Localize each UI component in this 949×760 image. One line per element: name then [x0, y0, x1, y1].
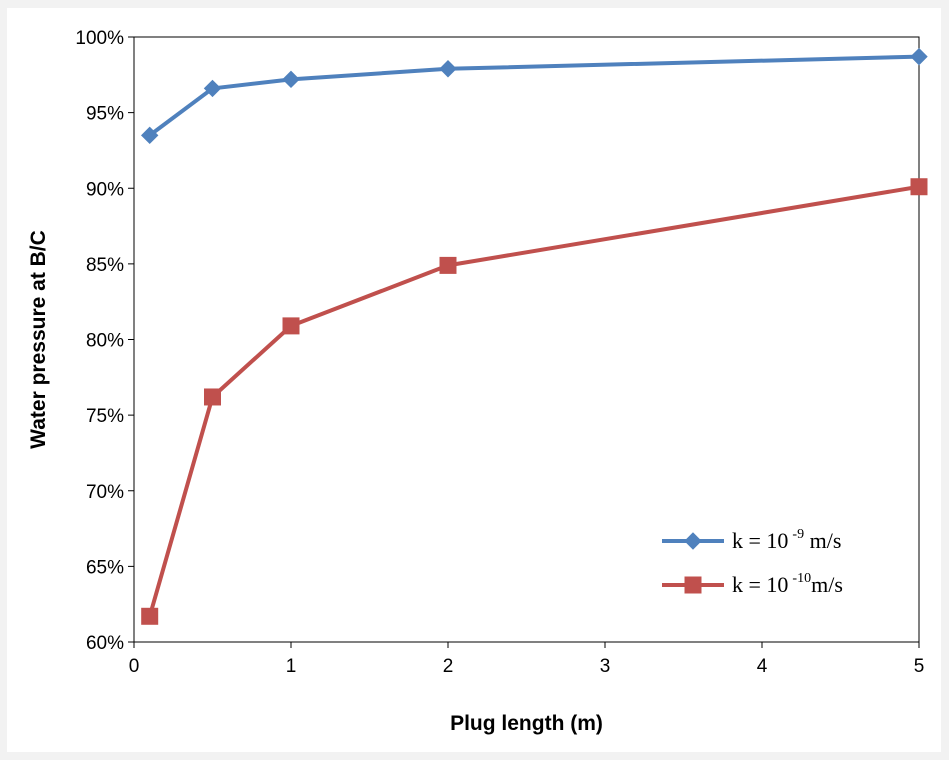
x-tick-label: 4 [757, 656, 768, 677]
data-point [910, 47, 928, 66]
data-point [910, 178, 928, 196]
plot-area [133, 36, 920, 643]
y-tick-label: 70% [86, 482, 124, 503]
line-chart: 60% 65% 70% 75% 80% 85% 90% 95% 100% 0 1 2 3 4 5 Plug… [27, 28, 928, 735]
legend-marker [684, 532, 702, 550]
y-tick-label: 100% [75, 28, 124, 49]
x-tick-label: 2 [443, 656, 454, 677]
legend-item: k = 10 -9 m/s [662, 527, 841, 553]
y-tick-label: 95% [86, 104, 124, 125]
y-axis: 60% 65% 70% 75% 80% 85% 90% 95% 100% [75, 28, 134, 654]
chart-container: 60% 65% 70% 75% 80% 85% 90% 95% 100% 0 1 2 3 4 5 Plug… [7, 8, 941, 752]
y-tick-label: 80% [86, 331, 124, 352]
x-axis: 0 1 2 3 4 5 [129, 642, 925, 677]
series-2 [141, 178, 928, 625]
series-1 [140, 47, 928, 145]
x-axis-title: Plug length (m) [450, 712, 603, 735]
y-tick-label: 75% [86, 406, 124, 427]
data-point [203, 79, 222, 98]
x-tick-label: 0 [129, 656, 140, 677]
x-tick-label: 1 [286, 656, 297, 677]
series-layer [140, 47, 928, 625]
x-tick-label: 5 [914, 656, 925, 677]
y-tick-label: 60% [86, 633, 124, 654]
x-tick-label: 3 [600, 656, 611, 677]
data-point [439, 256, 457, 274]
y-axis-title: Water pressure at B/C [27, 230, 50, 449]
legend-item: k = 10 -10m/s [662, 571, 843, 597]
plot-border [133, 36, 920, 643]
data-point [140, 126, 159, 145]
data-point [204, 388, 221, 406]
data-point [141, 607, 159, 625]
data-point [282, 70, 300, 89]
data-point [439, 60, 457, 78]
y-tick-label: 65% [86, 557, 124, 578]
data-point [282, 317, 300, 335]
series-line [148, 54, 920, 137]
legend-marker [684, 576, 702, 594]
y-tick-label: 90% [86, 179, 124, 200]
y-tick-label: 85% [86, 255, 124, 276]
legend-label: k = 10 -9 m/s [732, 527, 841, 553]
legend-label: k = 10 -10m/s [732, 571, 843, 597]
legend: k = 10 -9 m/s k = 10 -10m/s [662, 527, 843, 597]
